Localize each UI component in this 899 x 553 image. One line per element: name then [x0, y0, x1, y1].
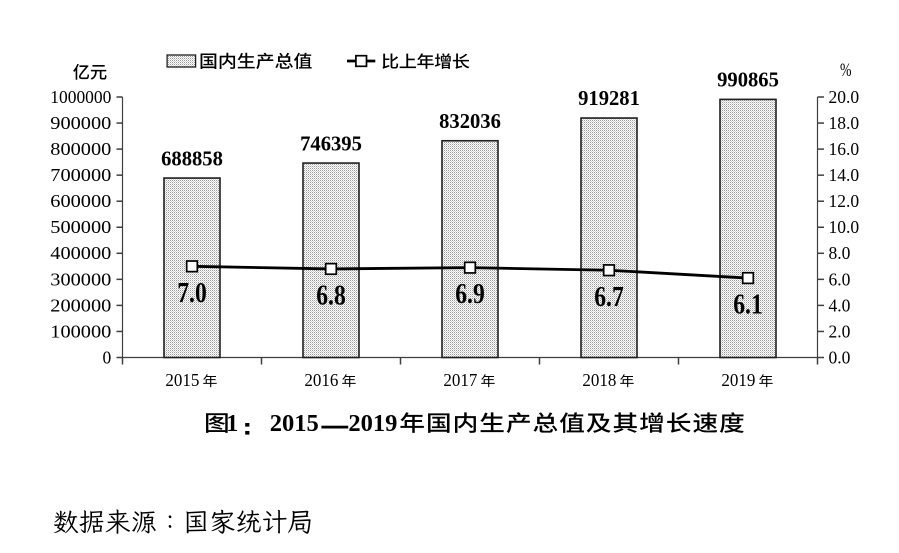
svg-text:1: 1 — [226, 411, 238, 437]
svg-text:500000: 500000 — [50, 217, 111, 237]
svg-text:18.0: 18.0 — [829, 113, 860, 133]
svg-text:0.0: 0.0 — [829, 347, 851, 367]
svg-text:2015: 2015 — [165, 370, 199, 390]
svg-text:6.7: 6.7 — [594, 282, 624, 313]
svg-text:6.8: 6.8 — [316, 281, 346, 312]
svg-text:919281: 919281 — [578, 88, 640, 110]
svg-text:2016: 2016 — [304, 370, 338, 390]
svg-text:2017: 2017 — [443, 370, 477, 390]
svg-text:12.0: 12.0 — [829, 191, 860, 211]
svg-text:1000000: 1000000 — [50, 87, 111, 107]
svg-text:2019: 2019 — [348, 411, 397, 437]
svg-text:6.1: 6.1 — [733, 290, 763, 321]
svg-text:4.0: 4.0 — [829, 295, 851, 315]
svg-text:990865: 990865 — [717, 70, 779, 92]
svg-text:2015: 2015 — [270, 411, 319, 437]
svg-text:2.0: 2.0 — [829, 321, 851, 341]
svg-text:2019: 2019 — [721, 370, 755, 390]
svg-text:8.0: 8.0 — [829, 243, 851, 263]
svg-text:900000: 900000 — [50, 113, 111, 133]
svg-text:100000: 100000 — [50, 321, 111, 341]
svg-text:6.0: 6.0 — [829, 269, 851, 289]
svg-text:14.0: 14.0 — [829, 165, 860, 185]
svg-text:16.0: 16.0 — [829, 139, 860, 159]
svg-text:300000: 300000 — [50, 269, 111, 289]
svg-text:20.0: 20.0 — [829, 87, 860, 107]
svg-text:%: % — [840, 60, 852, 81]
svg-text:10.0: 10.0 — [829, 217, 860, 237]
svg-text:746395: 746395 — [300, 133, 362, 155]
svg-text:600000: 600000 — [50, 191, 111, 211]
svg-text:832036: 832036 — [439, 111, 501, 133]
svg-text:688858: 688858 — [161, 148, 223, 170]
svg-text:400000: 400000 — [50, 243, 111, 263]
svg-text:2018: 2018 — [582, 370, 616, 390]
svg-text:6.9: 6.9 — [455, 279, 485, 310]
svg-text:7.0: 7.0 — [177, 278, 207, 309]
svg-text:800000: 800000 — [50, 139, 111, 159]
svg-text:200000: 200000 — [50, 295, 111, 315]
svg-text:700000: 700000 — [50, 165, 111, 185]
svg-text:0: 0 — [103, 347, 112, 367]
